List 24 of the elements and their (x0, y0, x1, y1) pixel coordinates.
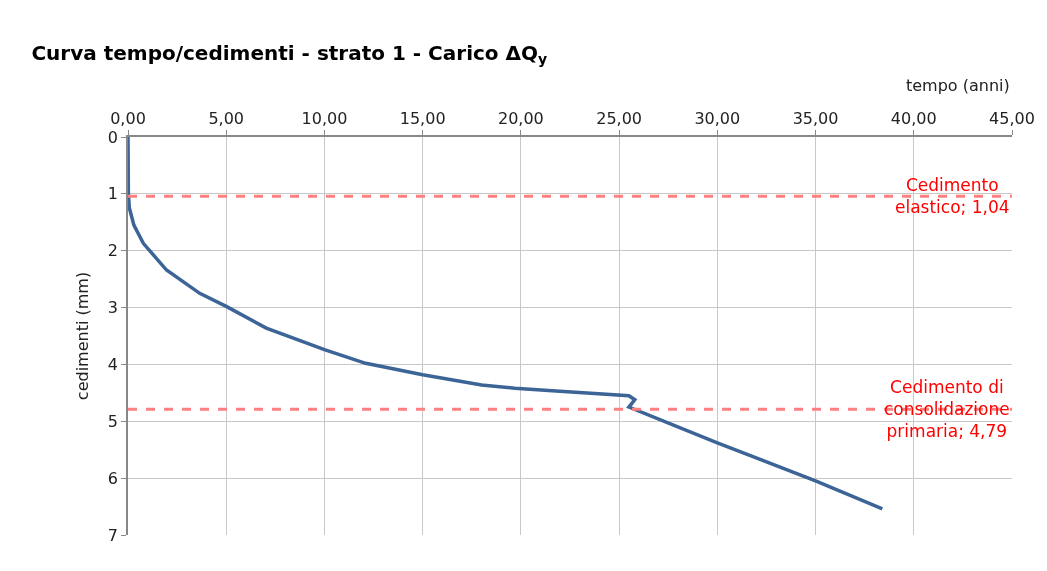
y-tick-label: 4 (107, 355, 119, 375)
y-tick-label: 6 (107, 468, 119, 488)
x-tick-label: 35,00 (792, 108, 839, 128)
x-tick-label: 40,00 (890, 108, 937, 128)
y-tick-label: 2 (107, 241, 119, 261)
x-tick-label: 10,00 (301, 108, 348, 128)
y-tick-label: 7 (107, 525, 119, 545)
x-tick-label: 25,00 (596, 108, 643, 128)
y-tick-label: 5 (107, 411, 119, 431)
ref-line-label: Cedimento elastico; 1,04 (895, 175, 1010, 218)
x-tick-label: 30,00 (694, 108, 741, 128)
x-tick-label: 0,00 (110, 108, 146, 128)
y-axis-title: cedimenti (mm) (73, 271, 93, 401)
ref-line-label: Cedimento di consolidazione primaria; 4,79 (884, 377, 1010, 442)
chart-title: Curva tempo/cedimenti - strato 1 - Carico ΔQ$_{y}$ (31, 40, 548, 67)
x-axis-title: tempo (anni) (906, 76, 1010, 95)
y-tick-label: 0 (107, 127, 119, 147)
x-tick-label: 20,00 (497, 108, 544, 128)
y-tick-label: 3 (107, 298, 119, 318)
line-series (128, 137, 885, 511)
x-tick-label: 45,00 (989, 108, 1035, 128)
x-tick-label: 15,00 (399, 108, 446, 128)
y-tick-label: 1 (107, 184, 119, 204)
x-tick-label: 5,00 (208, 108, 245, 128)
